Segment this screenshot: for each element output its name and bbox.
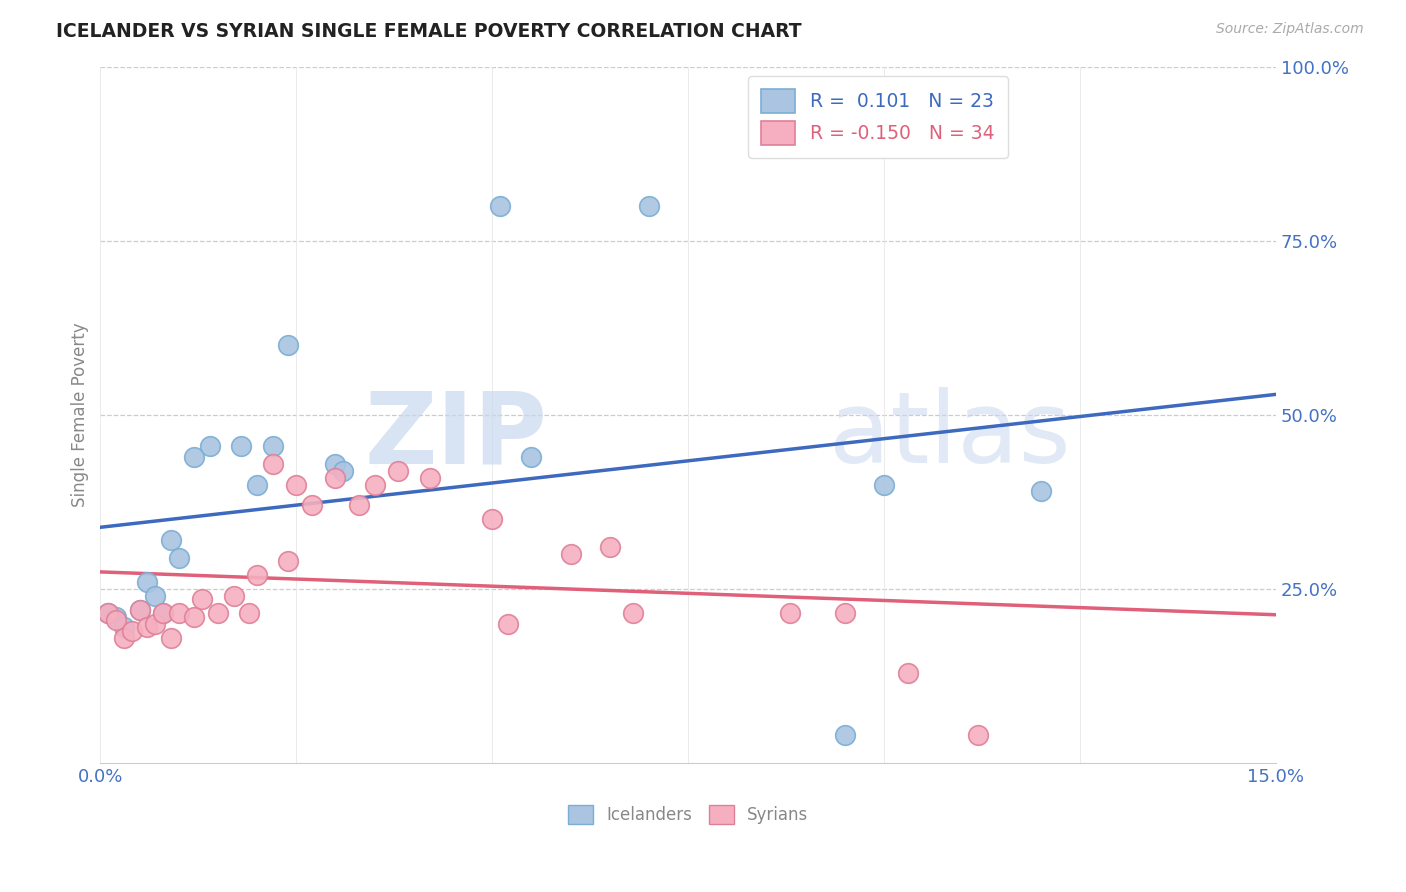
Point bbox=[262, 439, 284, 453]
Text: ICELANDER VS SYRIAN SINGLE FEMALE POVERTY CORRELATION CHART: ICELANDER VS SYRIAN SINGLE FEMALE POVERT… bbox=[56, 22, 801, 41]
Point bbox=[489, 199, 512, 213]
Point bbox=[332, 464, 354, 478]
Y-axis label: Single Female Poverty: Single Female Poverty bbox=[72, 323, 89, 508]
Point bbox=[183, 450, 205, 464]
Point bbox=[112, 620, 135, 634]
Point bbox=[112, 631, 135, 645]
Point bbox=[128, 603, 150, 617]
Point bbox=[97, 607, 120, 621]
Point bbox=[873, 477, 896, 491]
Point bbox=[897, 665, 920, 680]
Point bbox=[97, 607, 120, 621]
Point bbox=[136, 575, 159, 590]
Point bbox=[105, 613, 128, 627]
Point bbox=[779, 607, 801, 621]
Point bbox=[191, 592, 214, 607]
Point bbox=[560, 547, 582, 561]
Point bbox=[277, 338, 299, 352]
Point bbox=[231, 439, 253, 453]
Point bbox=[496, 616, 519, 631]
Point bbox=[347, 499, 370, 513]
Point bbox=[246, 568, 269, 582]
Point bbox=[222, 589, 245, 603]
Point bbox=[621, 607, 644, 621]
Point bbox=[160, 533, 183, 548]
Point bbox=[387, 464, 409, 478]
Text: atlas: atlas bbox=[830, 387, 1071, 484]
Point bbox=[136, 620, 159, 634]
Point bbox=[301, 499, 323, 513]
Point bbox=[638, 199, 661, 213]
Point bbox=[128, 603, 150, 617]
Point bbox=[167, 607, 190, 621]
Point bbox=[834, 728, 856, 742]
Point bbox=[967, 728, 990, 742]
Text: Source: ZipAtlas.com: Source: ZipAtlas.com bbox=[1216, 22, 1364, 37]
Point bbox=[325, 457, 347, 471]
Point bbox=[160, 631, 183, 645]
Point bbox=[198, 439, 221, 453]
Point bbox=[246, 477, 269, 491]
Point bbox=[105, 610, 128, 624]
Point bbox=[143, 616, 166, 631]
Point bbox=[481, 512, 503, 526]
Point bbox=[599, 540, 621, 554]
Point bbox=[285, 477, 308, 491]
Point bbox=[834, 607, 856, 621]
Text: ZIP: ZIP bbox=[364, 387, 547, 484]
Point bbox=[167, 550, 190, 565]
Point bbox=[152, 607, 174, 621]
Point bbox=[363, 477, 385, 491]
Point bbox=[1029, 484, 1052, 499]
Point bbox=[238, 607, 260, 621]
Point bbox=[418, 470, 440, 484]
Point bbox=[262, 457, 284, 471]
Point bbox=[121, 624, 143, 638]
Point bbox=[207, 607, 229, 621]
Legend: Icelanders, Syrians: Icelanders, Syrians bbox=[568, 805, 808, 824]
Point bbox=[143, 589, 166, 603]
Point bbox=[183, 610, 205, 624]
Point bbox=[277, 554, 299, 568]
Point bbox=[152, 607, 174, 621]
Point bbox=[325, 470, 347, 484]
Point bbox=[520, 450, 543, 464]
